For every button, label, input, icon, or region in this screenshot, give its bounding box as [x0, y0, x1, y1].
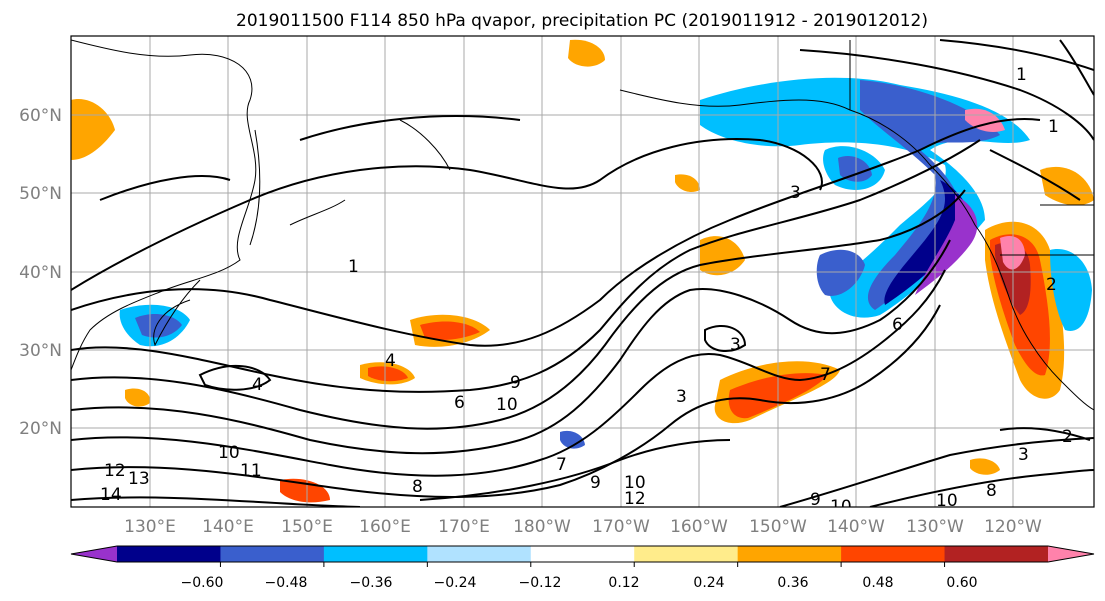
colorbar-tick: −0.12 — [519, 575, 562, 591]
colorbar-outline — [70, 545, 1095, 563]
map-frame — [70, 35, 1095, 508]
colorbar-swatch — [323, 546, 428, 562]
lon-label: 150°W — [749, 517, 807, 537]
lon-label: 130°E — [124, 517, 176, 537]
contour-label: 3 — [676, 387, 687, 407]
contour-label: 11 — [240, 461, 262, 481]
lon-label: 140°E — [202, 517, 254, 537]
colorbar-tick: −0.24 — [434, 575, 477, 591]
contour-label: 10 — [830, 497, 852, 517]
colorbar-tick: −0.60 — [181, 575, 224, 591]
contour-labels: 1 1 3 1 3 4 4 2 3 6 6 9 10 7 10 11 13 14… — [100, 65, 1073, 517]
colorbar-extend-low — [71, 546, 117, 562]
contour-label: 6 — [892, 315, 903, 335]
graticule — [71, 36, 1094, 507]
colorbar-tick: 0.24 — [693, 575, 724, 591]
contour-label: 3 — [790, 183, 801, 203]
colorbar-swatch — [737, 546, 842, 562]
contour-label: 7 — [556, 455, 567, 475]
colorbar-tick: −0.48 — [265, 575, 308, 591]
precip-shading — [71, 39, 1094, 503]
colorbar: −0.60 −0.48 −0.36 −0.24 −0.12 0.12 0.24 … — [70, 545, 1095, 591]
colorbar-tick: 0.48 — [862, 575, 893, 591]
colorbar-swatch — [117, 546, 221, 562]
lat-label: 60°N — [19, 106, 62, 126]
contour-label: 10 — [624, 473, 646, 493]
contour-label: 12 — [104, 461, 126, 481]
contour-label: 9 — [590, 473, 601, 493]
contour-label: 10 — [218, 443, 240, 463]
lat-label: 40°N — [19, 263, 62, 283]
lon-label: 120°W — [984, 517, 1042, 537]
lon-label: 170°W — [592, 517, 650, 537]
contour-label: 1 — [1048, 117, 1059, 137]
contour-label: 1 — [348, 257, 359, 277]
contour-label: 3 — [1018, 445, 1029, 465]
contour-label: 7 — [820, 365, 831, 385]
lat-label: 50°N — [19, 184, 62, 204]
colorbar-swatch — [220, 546, 325, 562]
colorbar-tick: 0.60 — [946, 575, 977, 591]
contour-label: 9 — [510, 373, 521, 393]
contour-label: 13 — [128, 469, 150, 489]
colorbar-tick: 0.12 — [608, 575, 639, 591]
colorbar-ticks: −0.60 −0.48 −0.36 −0.24 −0.12 0.12 0.24 … — [181, 562, 978, 591]
contour-label: 12 — [624, 489, 646, 509]
colorbar-swatch — [427, 546, 532, 562]
longitude-labels: 130°E 140°E 150°E 160°E 170°E 180°W 170°… — [124, 517, 1042, 537]
contour-label: 4 — [252, 375, 263, 395]
colorbar-extend-high — [1048, 546, 1094, 562]
map-title: 2019011500 F114 850 hPa qvapor, precipit… — [236, 11, 928, 31]
contour-label: 14 — [100, 485, 122, 505]
contour-label: 2 — [1062, 427, 1073, 447]
contour-lines — [71, 39, 1094, 507]
contour-label: 6 — [454, 393, 465, 413]
contour-label: 3 — [730, 335, 741, 355]
lat-label: 20°N — [19, 419, 62, 439]
colorbar-tick: 0.36 — [777, 575, 808, 591]
colorbar-tick: −0.36 — [350, 575, 393, 591]
lon-label: 140°W — [827, 517, 885, 537]
lon-label: 150°E — [281, 517, 333, 537]
lon-label: 170°E — [438, 517, 490, 537]
contour-label: 2 — [1046, 275, 1057, 295]
colorbar-segments — [70, 545, 1095, 563]
latitude-labels: 60°N 50°N 40°N 30°N 20°N — [19, 106, 62, 439]
lon-label: 180°W — [513, 517, 571, 537]
lon-label: 130°W — [906, 517, 964, 537]
lon-label: 160°W — [670, 517, 728, 537]
contour-label: 8 — [986, 481, 997, 501]
contour-label: 4 — [385, 351, 396, 371]
lat-label: 30°N — [19, 341, 62, 361]
coastlines — [71, 39, 1094, 411]
colorbar-swatch — [841, 546, 946, 562]
contour-label: 9 — [810, 490, 821, 510]
contour-label: 10 — [496, 395, 518, 415]
contour-label: 10 — [936, 491, 958, 511]
colorbar-swatch — [634, 546, 739, 562]
colorbar-swatch — [530, 546, 635, 562]
contour-label: 8 — [412, 477, 423, 497]
map-area: 1 1 3 1 3 4 4 2 3 6 6 9 10 7 10 11 13 14… — [71, 36, 1094, 517]
contour-label: 1 — [1016, 65, 1027, 85]
colorbar-swatch — [944, 546, 1049, 562]
lon-label: 160°E — [359, 517, 411, 537]
